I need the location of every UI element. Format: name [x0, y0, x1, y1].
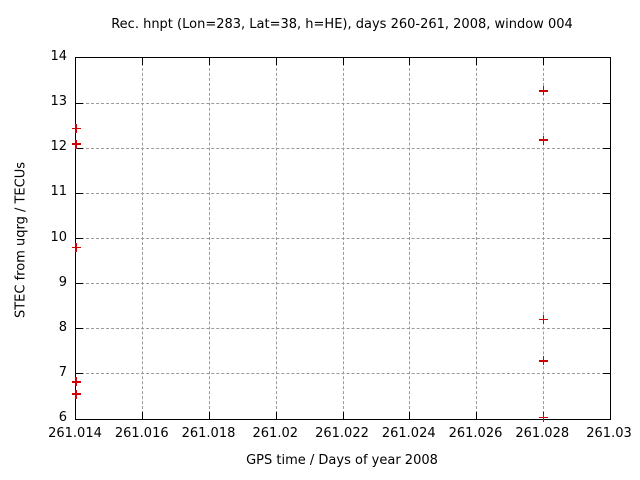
x-tick-mark: [275, 58, 277, 65]
y-tick-mark: [603, 328, 610, 330]
horizontal-gridline: [76, 147, 610, 149]
x-tick-mark: [342, 58, 344, 65]
data-point-marker: [71, 243, 81, 253]
y-tick-mark: [603, 373, 610, 375]
y-tick-mark: [603, 238, 610, 239]
y-tick-label: 6: [58, 410, 67, 425]
horizontal-gridline: [76, 283, 610, 285]
x-tick-mark: [209, 412, 210, 419]
x-tick-label: 261.028: [515, 426, 570, 441]
x-tick-label: 261.02: [252, 426, 299, 441]
y-tick-mark: [76, 238, 83, 239]
y-tick-label: 8: [58, 319, 67, 335]
y-tick-label: 11: [50, 184, 67, 200]
x-tick-mark: [476, 412, 477, 419]
data-point-marker: [538, 135, 548, 145]
x-tick-mark: [209, 58, 210, 65]
y-tick-label: 13: [50, 94, 67, 110]
horizontal-gridline: [76, 238, 610, 239]
x-tick-mark: [342, 412, 344, 419]
y-tick-mark: [603, 192, 610, 194]
horizontal-gridline: [76, 192, 610, 194]
horizontal-gridline: [76, 102, 610, 104]
y-tick-mark: [76, 147, 83, 149]
data-point-marker: [71, 139, 81, 149]
horizontal-gridline: [76, 328, 610, 330]
chart-title: Rec. hnpt (Lon=283, Lat=38, h=HE), days …: [111, 17, 573, 32]
y-tick-mark: [603, 147, 610, 149]
horizontal-gridline: [76, 373, 610, 375]
y-tick-mark: [76, 192, 83, 194]
y-tick-mark: [76, 283, 83, 285]
x-tick-label: 261.018: [181, 426, 236, 441]
data-point-marker: [538, 315, 548, 325]
x-tick-label: 261.026: [448, 426, 503, 441]
y-tick-label: 10: [50, 229, 67, 245]
y-tick-label: 9: [58, 274, 67, 290]
x-tick-mark: [476, 58, 477, 65]
x-tick-label: 261.016: [114, 426, 169, 441]
y-tick-mark: [603, 283, 610, 285]
x-tick-mark: [275, 412, 277, 419]
x-tick-label: 261.022: [315, 426, 369, 441]
plot-area: [71, 57, 611, 423]
y-tick-mark: [76, 328, 83, 330]
x-tick-mark: [142, 58, 144, 65]
x-tick-label: 261.03: [586, 426, 632, 441]
data-point-marker: [538, 86, 548, 96]
y-tick-label: 7: [58, 364, 67, 380]
y-tick-mark: [76, 373, 83, 375]
data-point-marker: [538, 413, 548, 423]
x-tick-mark: [542, 58, 544, 65]
y-tick-label: 12: [50, 139, 67, 155]
data-point-marker: [71, 389, 81, 399]
x-tick-mark: [142, 412, 144, 419]
data-point-marker: [71, 123, 81, 133]
data-point-marker: [71, 377, 81, 387]
data-point-marker: [538, 356, 548, 366]
x-axis-label: GPS time / Days of year 2008: [246, 453, 438, 468]
x-tick-label: 261.014: [48, 426, 102, 441]
x-tick-mark: [409, 58, 411, 65]
y-tick-mark: [603, 102, 610, 104]
x-tick-label: 261.024: [381, 426, 436, 441]
x-tick-mark: [409, 412, 411, 419]
y-tick-label: 14: [50, 49, 67, 64]
y-tick-mark: [76, 102, 83, 104]
